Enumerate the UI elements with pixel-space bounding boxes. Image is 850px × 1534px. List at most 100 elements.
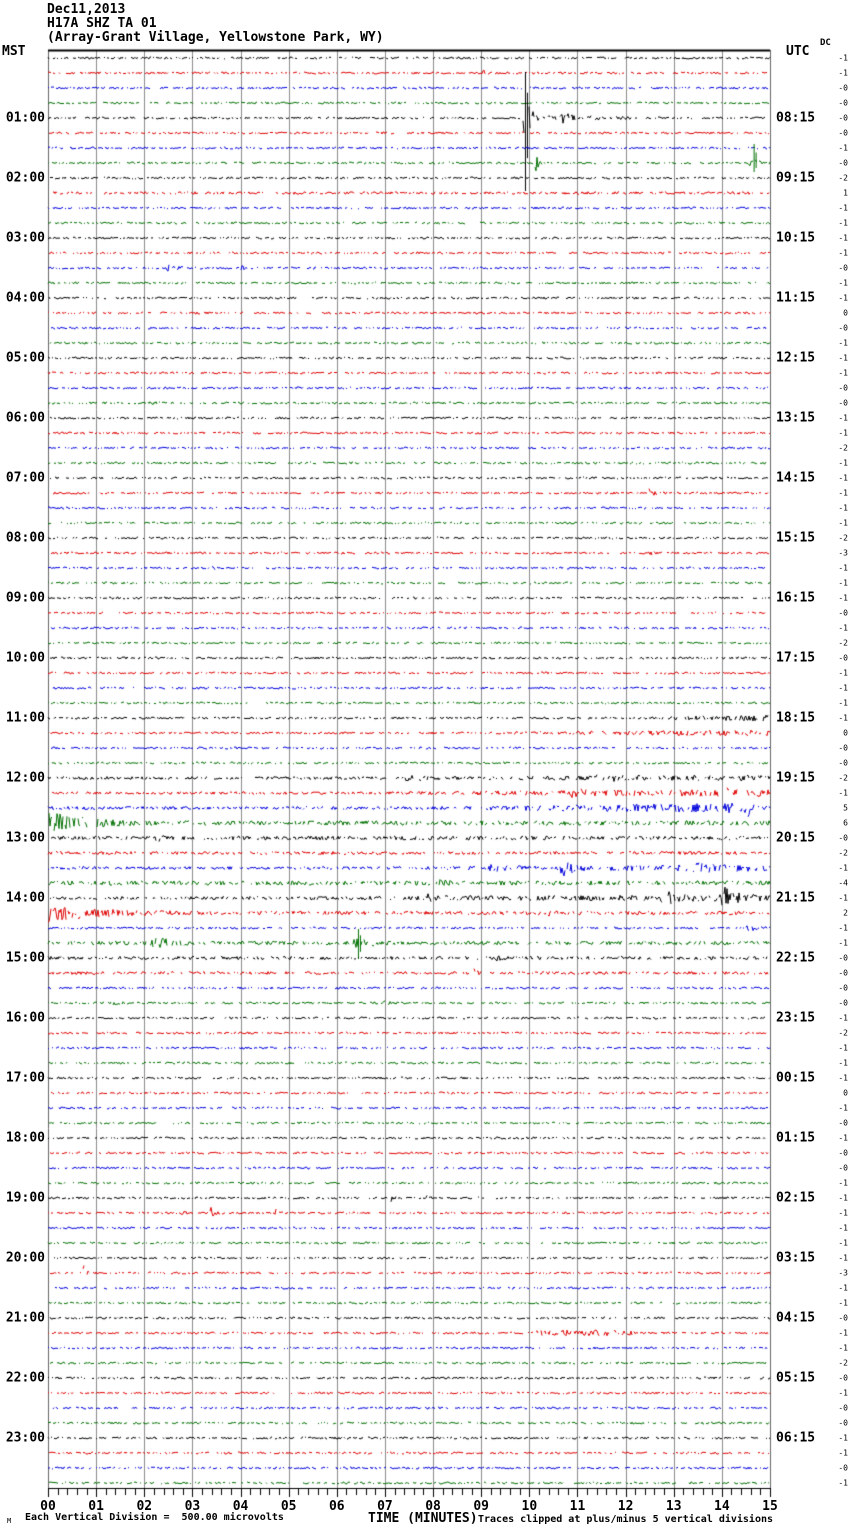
dc-value: -0: [838, 758, 848, 768]
dc-value: -1: [838, 1433, 848, 1443]
mst-time-label: 23:00: [5, 1430, 45, 1446]
utc-time-label: 13:15: [776, 410, 816, 426]
dc-value: -0: [838, 653, 848, 663]
dc-value: -1: [838, 698, 848, 708]
mst-time-label: 10:00: [5, 650, 45, 666]
dc-value: -2: [838, 533, 848, 543]
dc-value: -1: [838, 1178, 848, 1188]
mst-time-label: 14:00: [5, 890, 45, 906]
dc-value: -1: [838, 1283, 848, 1293]
utc-time-label: 19:15: [776, 770, 816, 786]
dc-value: -0: [838, 398, 848, 408]
utc-time-label: 08:15: [776, 110, 816, 126]
dc-value: 0: [843, 1088, 848, 1098]
dc-value: -1: [838, 923, 848, 933]
dc-value: -0: [838, 128, 848, 138]
dc-value: -1: [838, 203, 848, 213]
x-tick-label: 04: [232, 1499, 249, 1514]
x-tick-label: 06: [328, 1499, 345, 1514]
dc-value: -1: [838, 53, 848, 63]
mst-time-label: 21:00: [5, 1310, 45, 1326]
dc-value: -1: [838, 368, 848, 378]
dc-value: -1: [838, 218, 848, 228]
mst-time-label: 03:00: [5, 230, 45, 246]
dc-value: -1: [838, 143, 848, 153]
dc-value: -1: [838, 668, 848, 678]
scale-note: Each Vertical Division = 500.00 microvol…: [25, 1512, 284, 1523]
utc-time-label: 23:15: [776, 1010, 816, 1026]
mst-time-label: 15:00: [5, 950, 45, 966]
utc-time-label: 05:15: [776, 1370, 816, 1386]
utc-time-label: 15:15: [776, 530, 816, 546]
dc-value: -0: [838, 1148, 848, 1158]
dc-value: -1: [838, 503, 848, 513]
mst-time-label: 17:00: [5, 1070, 45, 1086]
dc-value: -1: [838, 863, 848, 873]
dc-value: -0: [838, 158, 848, 168]
dc-value: -0: [838, 743, 848, 753]
mst-time-label: 01:00: [5, 110, 45, 126]
dc-value: -1: [838, 593, 848, 603]
mst-time-label: 13:00: [5, 830, 45, 846]
dc-value: -0: [838, 1373, 848, 1383]
clip-note: Traces clipped at plus/minus 5 vertical …: [478, 1514, 774, 1525]
dc-value: -0: [838, 263, 848, 273]
utc-time-label: 11:15: [776, 290, 816, 306]
station-name: (Array-Grant Village, Yellowstone Park, …: [47, 30, 384, 45]
dc-value: -2: [838, 638, 848, 648]
utc-time-label: 17:15: [776, 650, 816, 666]
dc-value: -1: [838, 893, 848, 903]
dc-value: -1: [838, 338, 848, 348]
dc-value: -1: [838, 713, 848, 723]
dc-value: -2: [838, 443, 848, 453]
dc-value: -1: [838, 1193, 848, 1203]
utc-time-label: 18:15: [776, 710, 816, 726]
dc-value: -1: [838, 458, 848, 468]
dc-value: -1: [838, 428, 848, 438]
dc-value: 0: [843, 728, 848, 738]
utc-time-label: 10:15: [776, 230, 816, 246]
dc-value: -0: [838, 1163, 848, 1173]
dc-value: -1: [838, 623, 848, 633]
utc-time-label: 16:15: [776, 590, 816, 606]
x-tick-label: 10: [521, 1499, 538, 1514]
dc-value: -0: [838, 1313, 848, 1323]
footer-glyph: M: [7, 1517, 12, 1525]
dc-value: -1: [838, 1343, 848, 1353]
dc-value: -2: [838, 1358, 848, 1368]
dc-value: -1: [838, 1058, 848, 1068]
dc-value: -1: [838, 1013, 848, 1023]
dc-value: -1: [838, 578, 848, 588]
utc-time-label: 14:15: [776, 470, 816, 486]
mst-time-label: 04:00: [5, 290, 45, 306]
dc-value: -1: [838, 233, 848, 243]
utc-time-label: 20:15: [776, 830, 816, 846]
dc-value: 6: [843, 818, 848, 828]
dc-value: -1: [838, 518, 848, 528]
plot-date: Dec11,2013: [47, 2, 126, 17]
dc-column-header: DC: [820, 38, 831, 48]
x-tick-label: 01: [88, 1499, 104, 1514]
dc-value: -1: [838, 1388, 848, 1398]
mst-time-label: 11:00: [5, 710, 45, 726]
mst-time-label: 18:00: [5, 1130, 45, 1146]
dc-value: -0: [838, 833, 848, 843]
x-tick-label: 13: [665, 1499, 682, 1514]
utc-time-label: 12:15: [776, 350, 816, 366]
x-tick-label: 02: [136, 1499, 153, 1514]
dc-value: -0: [838, 1403, 848, 1413]
left-axis-header-mst: MST: [2, 44, 26, 59]
x-axis-title: TIME (MINUTES): [368, 1511, 478, 1526]
dc-value: -1: [838, 413, 848, 423]
dc-value: -0: [838, 968, 848, 978]
dc-value: -2: [838, 1028, 848, 1038]
dc-value: -2: [838, 773, 848, 783]
mst-time-label: 20:00: [5, 1250, 45, 1266]
dc-value: -2: [838, 173, 848, 183]
mst-time-label: 12:00: [5, 770, 45, 786]
mst-time-label: 19:00: [5, 1190, 45, 1206]
x-tick-label: 05: [280, 1499, 297, 1514]
dc-value: -0: [838, 98, 848, 108]
dc-value: -1: [838, 1073, 848, 1083]
